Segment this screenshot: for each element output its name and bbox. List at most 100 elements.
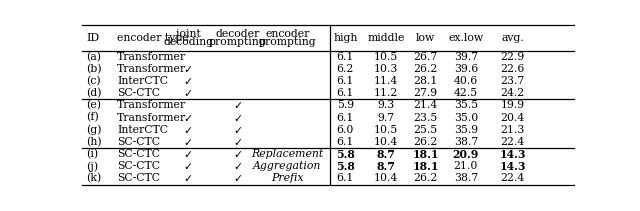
Text: prompting: prompting [259,37,316,47]
Text: 38.7: 38.7 [454,173,478,183]
Text: 26.2: 26.2 [413,137,438,147]
Text: 20.4: 20.4 [500,112,525,123]
Text: ID: ID [86,33,99,43]
Text: SC-CTC: SC-CTC [117,137,160,147]
Text: 18.1: 18.1 [412,161,439,172]
Text: 22.4: 22.4 [500,137,525,147]
Text: 10.4: 10.4 [374,137,398,147]
Text: 19.9: 19.9 [500,100,525,110]
Text: 10.4: 10.4 [374,173,398,183]
Text: $\checkmark$: $\checkmark$ [184,173,193,183]
Text: (h): (h) [86,137,102,147]
Text: decoding: decoding [163,37,213,47]
Text: Transformer: Transformer [117,52,186,62]
Text: 6.1: 6.1 [337,76,354,86]
Text: $\checkmark$: $\checkmark$ [184,137,193,147]
Text: 6.1: 6.1 [337,112,354,123]
Text: decoder: decoder [216,29,260,39]
Text: $\checkmark$: $\checkmark$ [184,125,193,135]
Text: 22.6: 22.6 [500,64,525,74]
Text: $\checkmark$: $\checkmark$ [233,112,243,123]
Text: $\checkmark$: $\checkmark$ [233,100,243,110]
Text: high: high [333,33,358,43]
Text: 21.3: 21.3 [500,125,525,135]
Text: 8.7: 8.7 [376,161,396,172]
Text: (i): (i) [86,149,98,159]
Text: SC-CTC: SC-CTC [117,173,160,183]
Text: 20.9: 20.9 [452,149,479,160]
Text: 6.2: 6.2 [337,64,354,74]
Text: 10.5: 10.5 [374,125,398,135]
Text: $\checkmark$: $\checkmark$ [184,64,193,74]
Text: SC-CTC: SC-CTC [117,161,160,171]
Text: 40.6: 40.6 [454,76,478,86]
Text: (j): (j) [86,161,98,172]
Text: Transformer: Transformer [117,64,186,74]
Text: 6.1: 6.1 [337,137,354,147]
Text: prompting: prompting [209,37,266,47]
Text: encoder: encoder [265,29,310,39]
Text: 9.7: 9.7 [378,112,395,123]
Text: 25.5: 25.5 [413,125,438,135]
Text: $\checkmark$: $\checkmark$ [184,112,193,123]
Text: 14.3: 14.3 [499,149,526,160]
Text: Transformer: Transformer [117,100,186,110]
Text: InterCTC: InterCTC [117,76,168,86]
Text: (k): (k) [86,173,101,184]
Text: InterCTC: InterCTC [117,125,168,135]
Text: SC-CTC: SC-CTC [117,149,160,159]
Text: SC-CTC: SC-CTC [117,88,160,98]
Text: 5.8: 5.8 [336,149,355,160]
Text: 23.5: 23.5 [413,112,438,123]
Text: 21.4: 21.4 [413,100,438,110]
Text: (b): (b) [86,64,102,74]
Text: 9.3: 9.3 [378,100,395,110]
Text: ex.low: ex.low [449,33,483,43]
Text: joint: joint [176,29,200,39]
Text: 14.3: 14.3 [499,161,526,172]
Text: encoder type: encoder type [117,33,189,43]
Text: middle: middle [367,33,404,43]
Text: 26.2: 26.2 [413,173,438,183]
Text: 39.7: 39.7 [454,52,478,62]
Text: 35.0: 35.0 [454,112,478,123]
Text: 39.6: 39.6 [454,64,478,74]
Text: Replacement: Replacement [252,149,323,159]
Text: 28.1: 28.1 [413,76,438,86]
Text: 26.7: 26.7 [413,52,438,62]
Text: (a): (a) [86,51,101,62]
Text: 38.7: 38.7 [454,137,478,147]
Text: (g): (g) [86,124,102,135]
Text: 6.1: 6.1 [337,173,354,183]
Text: $\checkmark$: $\checkmark$ [233,125,243,135]
Text: $\checkmark$: $\checkmark$ [184,161,193,171]
Text: $\checkmark$: $\checkmark$ [184,149,193,159]
Text: $\checkmark$: $\checkmark$ [184,76,193,86]
Text: $\checkmark$: $\checkmark$ [233,173,243,183]
Text: 35.9: 35.9 [454,125,478,135]
Text: $\checkmark$: $\checkmark$ [184,88,193,98]
Text: 11.4: 11.4 [374,76,398,86]
Text: 18.1: 18.1 [412,149,439,160]
Text: 11.2: 11.2 [374,88,398,98]
Text: 8.7: 8.7 [376,149,396,160]
Text: 24.2: 24.2 [500,88,525,98]
Text: 42.5: 42.5 [454,88,478,98]
Text: 23.7: 23.7 [500,76,525,86]
Text: avg.: avg. [501,33,524,43]
Text: 22.9: 22.9 [500,52,525,62]
Text: 10.3: 10.3 [374,64,398,74]
Text: 6.1: 6.1 [337,52,354,62]
Text: 35.5: 35.5 [454,100,478,110]
Text: $\checkmark$: $\checkmark$ [233,137,243,147]
Text: low: low [416,33,435,43]
Text: Aggregation: Aggregation [253,161,321,171]
Text: 21.0: 21.0 [454,161,478,171]
Text: (f): (f) [86,112,99,123]
Text: (e): (e) [86,100,101,111]
Text: 6.1: 6.1 [337,88,354,98]
Text: 27.9: 27.9 [413,88,438,98]
Text: Transformer: Transformer [117,112,186,123]
Text: 10.5: 10.5 [374,52,398,62]
Text: $\checkmark$: $\checkmark$ [233,149,243,159]
